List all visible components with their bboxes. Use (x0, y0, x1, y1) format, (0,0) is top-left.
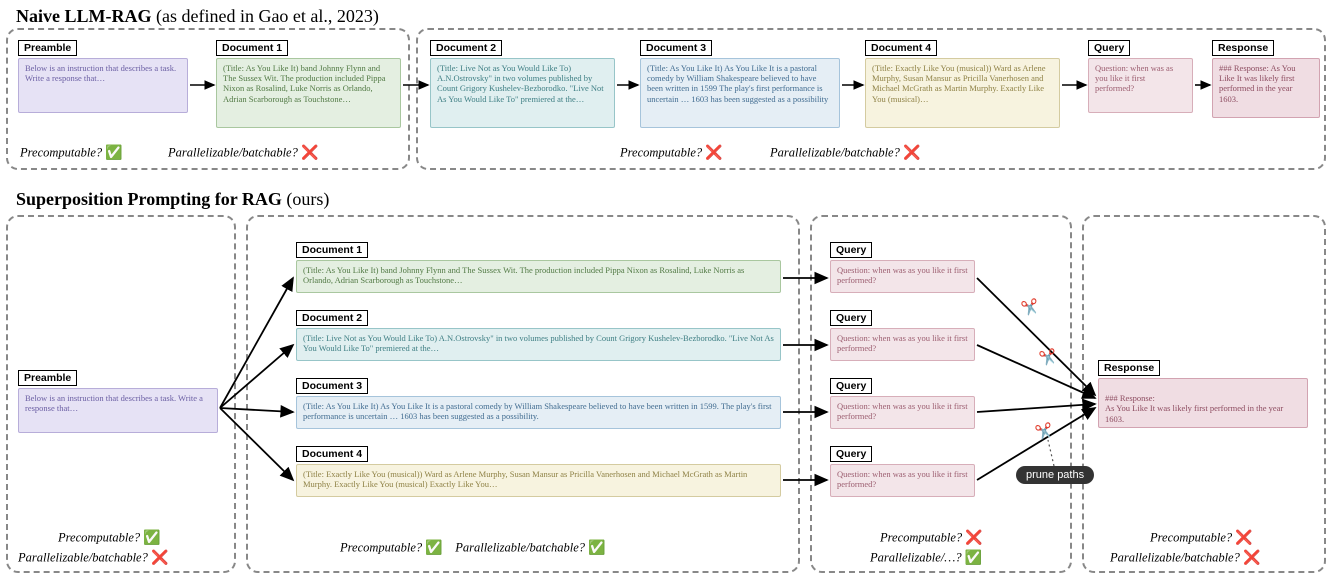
x-icon: ❌ (705, 146, 722, 161)
preamble-label-top: Preamble (18, 40, 77, 56)
response-box-top: ### Response: As You Like It was likely … (1212, 58, 1320, 118)
qa-top-3: Precomputable? ❌ (620, 145, 723, 162)
qa-bot-par-1: Parallelizable/batchable? ❌ (18, 550, 168, 567)
ours-title-main: Superposition Prompting for RAG (16, 189, 282, 209)
query-label-top: Query (1088, 40, 1130, 56)
qa-parbatch-b4: Parallelizable/batchable? (1110, 550, 1240, 564)
qa-bot-r-1: Precomputable? ❌ (1150, 530, 1253, 547)
doc4-text-top: (Title: Exactly Like You (musical)) Ward… (872, 63, 1046, 104)
preamble-text-bot: Below is an instruction that describes a… (25, 393, 203, 413)
qa-precomp-b4: Precomputable? (1150, 530, 1232, 544)
query-label-bot-1: Query (830, 242, 872, 258)
doc3-label-top: Document 3 (640, 40, 712, 56)
query-text-bot-2: Question: when was as you like it first … (837, 333, 968, 353)
x-icon: ❌ (903, 146, 920, 161)
doc1-text-bot: (Title: As You Like It) band Johnny Flyn… (303, 265, 744, 285)
doc4-box-top: (Title: Exactly Like You (musical)) Ward… (865, 58, 1060, 128)
qa-top-4: Parallelizable/batchable? ❌ (770, 145, 920, 162)
doc2-label-top: Document 2 (430, 40, 502, 56)
preamble-text-top: Below is an instruction that describes a… (25, 63, 176, 83)
doc4-label-top: Document 4 (865, 40, 937, 56)
doc2-box-top: (Title: Live Not as You Would Like To) A… (430, 58, 615, 128)
x-icon: ❌ (301, 146, 318, 161)
query-box-top: Question: when was as you like it first … (1088, 58, 1193, 113)
x-icon: ❌ (1235, 531, 1252, 546)
doc4-label-bot: Document 4 (296, 446, 368, 462)
qa-parbatch-1: Parallelizable/batchable? (168, 145, 298, 159)
qa-bot-q-2: Parallelizable/…? ✅ (870, 550, 982, 567)
doc4-text-bot: (Title: Exactly Like You (musical)) Ward… (303, 469, 747, 489)
query-label-bot-4: Query (830, 446, 872, 462)
doc2-label-bot: Document 2 (296, 310, 368, 326)
query-text-bot-3: Question: when was as you like it first … (837, 401, 968, 421)
qa-top-1: Precomputable? ✅ (20, 145, 123, 162)
response-box-bot: ### Response: As You Like It was likely … (1098, 378, 1308, 428)
doc2-text-top: (Title: Live Not as You Would Like To) A… (437, 63, 604, 104)
check-icon: ✅ (965, 551, 982, 566)
query-text-top: Question: when was as you like it first … (1095, 63, 1173, 93)
qa-precomp-2: Precomputable? (620, 145, 702, 159)
response-label-top: Response (1212, 40, 1274, 56)
qa-precomp-b3: Precomputable? (880, 530, 962, 544)
query-text-bot-1: Question: when was as you like it first … (837, 265, 968, 285)
qa-parbatch-b2: Parallelizable/batchable? (455, 540, 585, 554)
doc1-box-top: (Title: As You Like It) band Johnny Flyn… (216, 58, 401, 128)
query-text-bot-4: Question: when was as you like it first … (837, 469, 968, 489)
naive-title: Naive LLM-RAG (as defined in Gao et al.,… (6, 2, 389, 31)
prune-pill: prune paths (1016, 466, 1094, 484)
doc4-box-bot: (Title: Exactly Like You (musical)) Ward… (296, 464, 781, 497)
x-icon: ❌ (1243, 551, 1260, 566)
preamble-label-bot: Preamble (18, 370, 77, 386)
check-icon: ✅ (105, 146, 122, 161)
doc3-text-top: (Title: As You Like It) As You Like It i… (647, 63, 828, 104)
response-text-top: ### Response: As You Like It was likely … (1219, 63, 1296, 104)
query-label-bot-2: Query (830, 310, 872, 326)
qa-bot-q-1: Precomputable? ❌ (880, 530, 983, 547)
check-icon: ✅ (425, 541, 442, 556)
check-icon: ✅ (588, 541, 605, 556)
doc1-box-bot: (Title: As You Like It) band Johnny Flyn… (296, 260, 781, 293)
query-label-bot-3: Query (830, 378, 872, 394)
qa-precomp-b1: Precomputable? (58, 530, 140, 544)
query-box-bot-3: Question: when was as you like it first … (830, 396, 975, 429)
response-text-bot: ### Response: As You Like It was likely … (1105, 393, 1283, 423)
doc1-label-bot: Document 1 (296, 242, 368, 258)
response-label-bot: Response (1098, 360, 1160, 376)
qa-precomp-1: Precomputable? (20, 145, 102, 159)
check-icon: ✅ (143, 531, 160, 546)
query-box-bot-2: Question: when was as you like it first … (830, 328, 975, 361)
doc2-text-bot: (Title: Live Not as You Would Like To) A… (303, 333, 774, 353)
qa-bot-pre-1: Precomputable? ✅ (58, 530, 161, 547)
x-icon: ❌ (151, 551, 168, 566)
qa-top-2: Parallelizable/batchable? ❌ (168, 145, 318, 162)
qa-precomp-b2: Precomputable? (340, 540, 422, 554)
preamble-box-bot: Below is an instruction that describes a… (18, 388, 218, 433)
preamble-box-top: Below is an instruction that describes a… (18, 58, 188, 113)
naive-title-sub: (as defined in Gao et al., 2023) (151, 6, 378, 26)
doc3-box-bot: (Title: As You Like It) As You Like It i… (296, 396, 781, 429)
x-icon: ❌ (965, 531, 982, 546)
doc2-box-bot: (Title: Live Not as You Would Like To) A… (296, 328, 781, 361)
doc1-label-top: Document 1 (216, 40, 288, 56)
naive-title-main: Naive LLM-RAG (16, 6, 151, 26)
doc3-box-top: (Title: As You Like It) As You Like It i… (640, 58, 840, 128)
ours-title: Superposition Prompting for RAG (ours) (6, 185, 339, 214)
query-box-bot-1: Question: when was as you like it first … (830, 260, 975, 293)
qa-bot-r-2: Parallelizable/batchable? ❌ (1110, 550, 1260, 567)
query-box-bot-4: Question: when was as you like it first … (830, 464, 975, 497)
qa-parshort-b: Parallelizable/…? (870, 550, 962, 564)
qa-parbatch-2: Parallelizable/batchable? (770, 145, 900, 159)
qa-parbatch-b1: Parallelizable/batchable? (18, 550, 148, 564)
qa-bot-docs: Precomputable? ✅ Parallelizable/batchabl… (340, 540, 606, 557)
doc3-text-bot: (Title: As You Like It) As You Like It i… (303, 401, 771, 421)
ours-title-sub: (ours) (282, 189, 330, 209)
doc3-label-bot: Document 3 (296, 378, 368, 394)
doc1-text-top: (Title: As You Like It) band Johnny Flyn… (223, 63, 385, 104)
